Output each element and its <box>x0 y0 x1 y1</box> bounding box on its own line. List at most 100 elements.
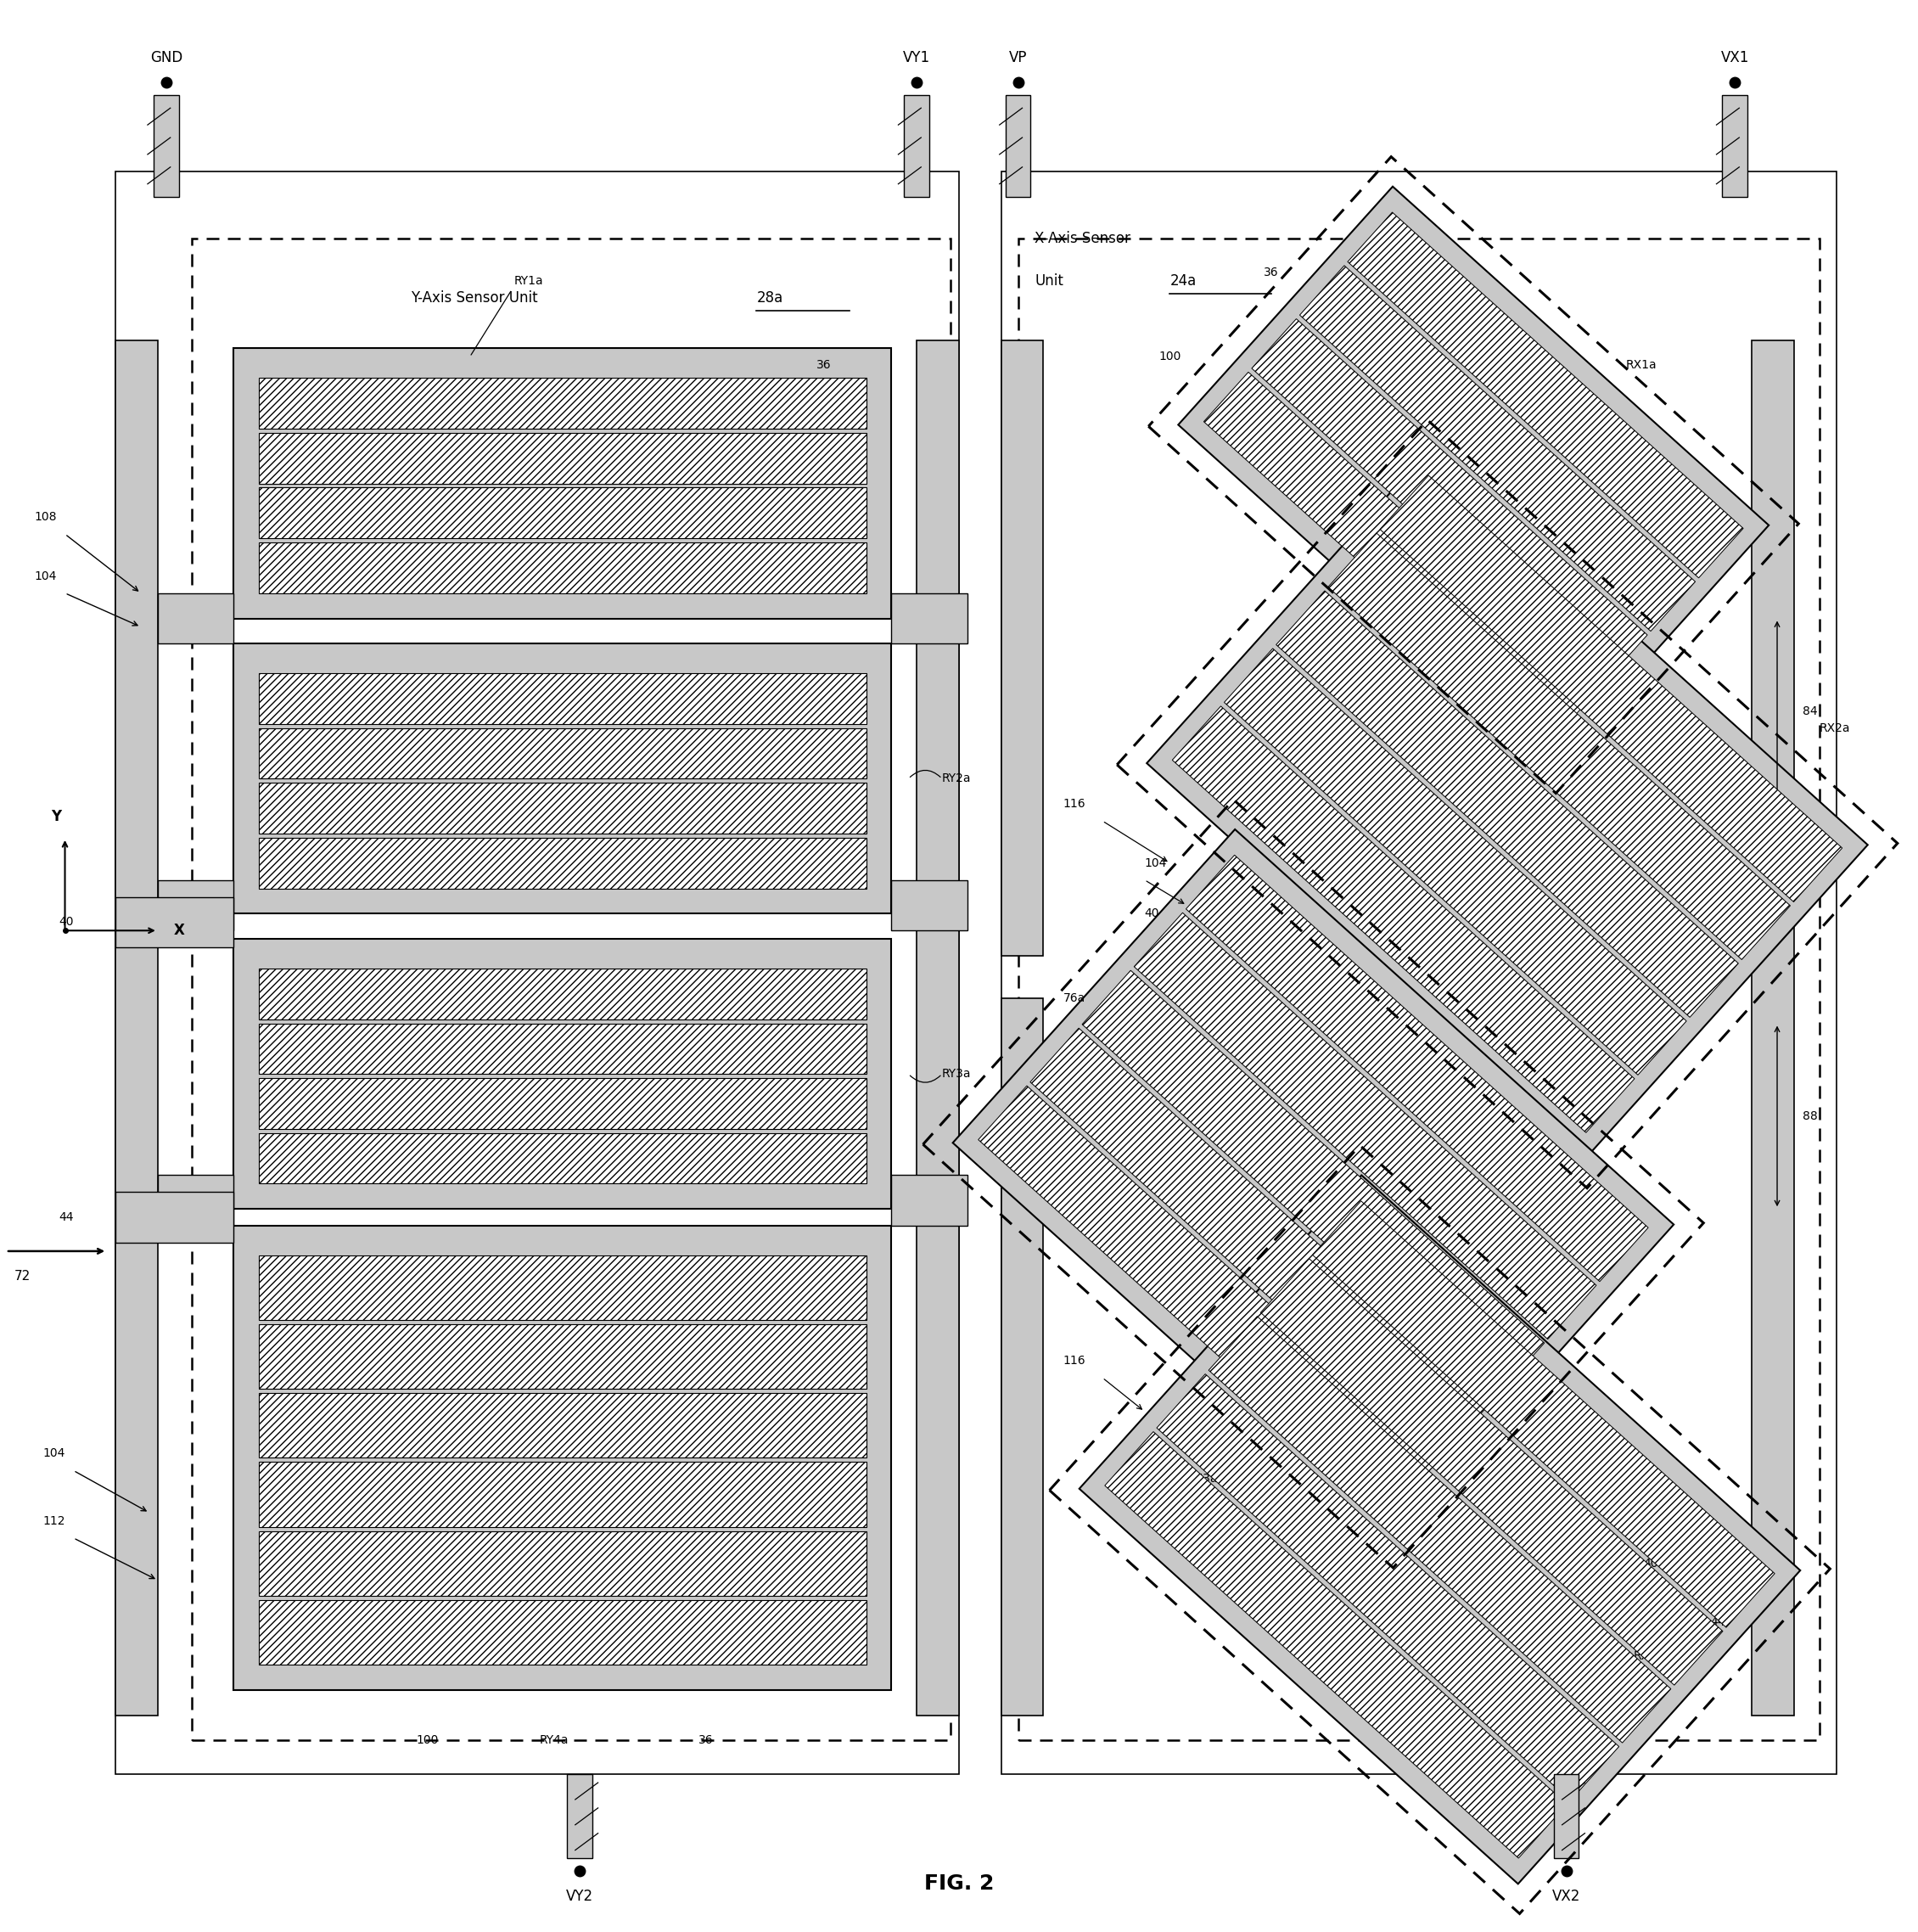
Polygon shape <box>1312 1202 1774 1627</box>
Bar <box>259 968 867 1020</box>
Bar <box>192 240 951 1741</box>
Polygon shape <box>1030 1028 1492 1455</box>
Bar <box>157 879 234 931</box>
Bar <box>259 728 867 779</box>
Polygon shape <box>1275 591 1738 1018</box>
Text: 28a: 28a <box>756 290 783 305</box>
Bar <box>259 379 867 429</box>
Bar <box>1001 172 1836 1774</box>
Polygon shape <box>1327 533 1789 960</box>
Text: 36: 36 <box>698 1735 713 1747</box>
Text: 84: 84 <box>1803 705 1818 717</box>
Bar <box>259 1463 867 1526</box>
Bar <box>242 947 882 1200</box>
Text: RX3a: RX3a <box>1078 1179 1109 1190</box>
Polygon shape <box>1157 1374 1619 1801</box>
Bar <box>234 1225 892 1690</box>
Bar <box>115 340 157 1716</box>
Polygon shape <box>1260 1258 1722 1685</box>
Bar <box>259 1256 867 1320</box>
Text: VY2: VY2 <box>566 1889 593 1905</box>
Bar <box>259 1600 867 1665</box>
Bar <box>259 433 867 483</box>
Bar <box>259 1024 867 1074</box>
Polygon shape <box>1147 450 1868 1159</box>
Text: Y-Axis Sensor Unit: Y-Axis Sensor Unit <box>410 290 537 305</box>
Text: 120: 120 <box>1208 1219 1231 1233</box>
Text: RY2a: RY2a <box>942 773 971 784</box>
Polygon shape <box>1185 856 1648 1281</box>
Bar <box>242 1235 882 1681</box>
Polygon shape <box>1105 1432 1567 1859</box>
Bar <box>903 95 930 197</box>
Text: 40: 40 <box>59 916 73 927</box>
Bar <box>259 1132 867 1184</box>
Text: X: X <box>173 923 184 939</box>
Bar <box>259 782 867 833</box>
Text: 36: 36 <box>817 359 832 371</box>
Bar <box>1001 999 1043 1716</box>
Polygon shape <box>1208 1316 1671 1743</box>
Text: X-Axis Sensor: X-Axis Sensor <box>1036 232 1132 247</box>
Text: VY1: VY1 <box>903 50 930 66</box>
Text: RX1a: RX1a <box>1625 359 1657 371</box>
Text: Unit: Unit <box>1036 272 1064 288</box>
Text: 116: 116 <box>1063 798 1086 810</box>
Bar <box>892 593 967 643</box>
Text: 72: 72 <box>13 1269 31 1283</box>
Text: 100: 100 <box>416 1735 439 1747</box>
Polygon shape <box>1252 319 1648 684</box>
Text: 104: 104 <box>1176 1414 1199 1426</box>
Bar <box>115 172 959 1774</box>
Text: VX2: VX2 <box>1552 1889 1580 1905</box>
Text: 100: 100 <box>1362 1246 1383 1258</box>
Bar <box>234 643 892 914</box>
Bar <box>892 879 967 931</box>
Text: 104: 104 <box>1151 1009 1172 1020</box>
Text: 40: 40 <box>1644 1557 1657 1569</box>
Text: 100: 100 <box>1158 352 1181 363</box>
Polygon shape <box>978 1086 1440 1513</box>
Text: GND: GND <box>150 50 182 66</box>
Text: 104: 104 <box>35 570 56 582</box>
Bar <box>1001 340 1043 956</box>
Bar <box>259 1530 867 1596</box>
Bar <box>157 1175 234 1225</box>
Text: 104: 104 <box>42 1447 65 1459</box>
Polygon shape <box>1178 187 1768 763</box>
Text: RX3a: RX3a <box>1187 1472 1218 1486</box>
Polygon shape <box>1080 1175 1801 1884</box>
Bar <box>1005 95 1030 197</box>
Text: FIG. 2: FIG. 2 <box>924 1874 994 1893</box>
Polygon shape <box>1224 649 1686 1074</box>
Bar <box>234 348 892 618</box>
Text: VP: VP <box>1009 50 1028 66</box>
Bar <box>1554 1774 1579 1859</box>
Polygon shape <box>1082 970 1544 1397</box>
Polygon shape <box>1134 912 1596 1339</box>
Text: 40: 40 <box>1145 908 1158 920</box>
Text: 108: 108 <box>35 512 56 524</box>
Bar <box>259 543 867 593</box>
Bar <box>115 1192 234 1242</box>
Text: RY4a: RY4a <box>539 1735 570 1747</box>
Bar <box>892 1175 967 1225</box>
Bar <box>242 357 882 611</box>
Text: 88: 88 <box>1803 1111 1818 1122</box>
Polygon shape <box>953 829 1674 1538</box>
Bar <box>157 593 234 643</box>
Polygon shape <box>1172 705 1634 1132</box>
Text: 36: 36 <box>1264 267 1279 278</box>
Bar <box>917 340 959 1716</box>
Text: 76a: 76a <box>1063 993 1086 1005</box>
Bar <box>234 939 892 1209</box>
Text: 44: 44 <box>59 1211 73 1223</box>
Text: RY1a: RY1a <box>514 274 543 288</box>
Polygon shape <box>1379 475 1841 902</box>
Bar <box>568 1774 593 1859</box>
Polygon shape <box>1348 213 1743 578</box>
Text: Y: Y <box>52 810 61 825</box>
Text: 36: 36 <box>1475 1642 1490 1654</box>
Bar <box>242 653 882 906</box>
Text: 80a: 80a <box>1063 1186 1086 1198</box>
